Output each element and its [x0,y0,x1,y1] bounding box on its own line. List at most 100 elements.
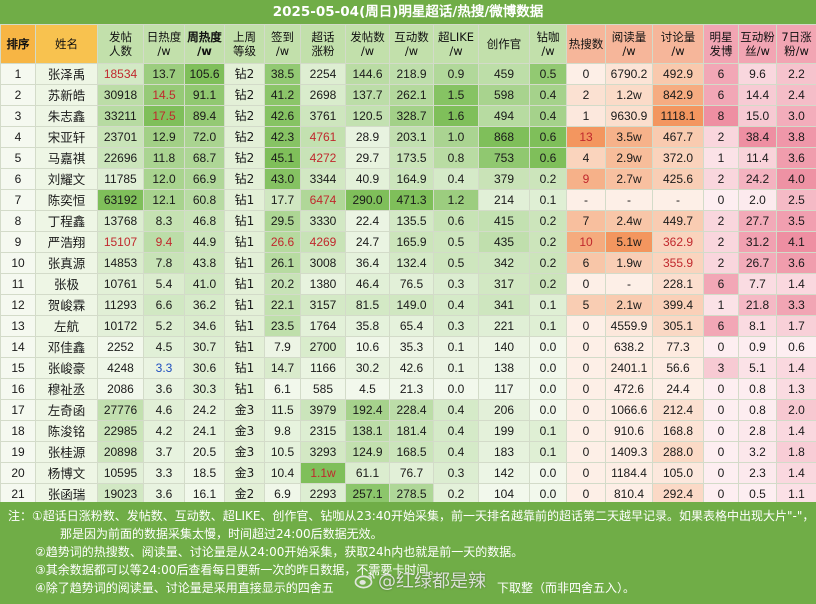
note-line-1: 注：①超话日涨粉数、发帖数、互动数、超LIKE、创作官、钻咖从23:40开始采集… [8,509,814,523]
cell-weekly-heat: 89.4 [184,105,225,127]
header-checkin: 签到/w [264,24,301,64]
cell-interactive-fans: 0.5 [738,483,777,505]
watermark-text: @红绿都是辣 [378,571,486,592]
cell-poster-count: 10595 [97,462,144,484]
cell-poster-count: 2252 [97,336,144,358]
cell-hot-search: 0 [566,399,606,421]
cell-reads: 9630.9 [605,105,653,127]
table-row: 19 张桂源 20898 3.7 20.5 金3 10.5 3293 124.9 168.5 0.4… [0,441,816,463]
cell-daily-heat: 7.8 [143,252,185,274]
cell-poster-count: 20898 [97,441,144,463]
cell-star-posts: 0 [703,483,739,505]
cell-daily-heat: 17.5 [143,105,185,127]
cell-interactive-fans: 2.0 [738,189,777,211]
cell-rank: 7 [0,189,36,211]
cell-fans-gain: 3008 [300,252,346,274]
cell-interactions: 173.5 [389,147,434,169]
header-label-line: /w [157,44,171,58]
cell-weekly-heat: 72.0 [184,126,225,148]
cell-creators: 140 [478,336,530,358]
header-label-line: 7日涨 [781,30,812,44]
cell-discussions: - [652,189,704,211]
cell-posts: 81.5 [345,294,390,316]
cell-interactions: 471.3 [389,189,434,211]
cell-hot-search: - [566,189,606,211]
cell-last-week-level: 钻2 [224,168,265,190]
cell-checkin: 22.1 [264,294,301,316]
cell-reads: 810.4 [605,483,653,505]
cell-poster-count: 11785 [97,168,144,190]
cell-discussions: 399.4 [652,294,704,316]
cell-diamond: 0.2 [529,252,567,274]
cell-interactive-fans: 21.8 [738,294,777,316]
cell-daily-heat: 14.5 [143,84,185,106]
cell-diamond: 0.0 [529,462,567,484]
header-name: 姓名 [35,24,98,64]
cell-poster-count: 27776 [97,399,144,421]
cell-fans-gain: 2315 [300,420,346,442]
cell-creators: 341 [478,294,530,316]
cell-name: 朱志鑫 [35,105,98,127]
cell-name: 苏新皓 [35,84,98,106]
cell-interactive-fans: 2.8 [738,420,777,442]
note-line-4-end: 下取整（而非四舍五入）。 [497,581,636,595]
cell-fans-7d: 1.4 [776,273,816,295]
cell-diamond: 0.0 [529,336,567,358]
cell-poster-count: 2086 [97,378,144,400]
cell-weekly-heat: 24.2 [184,399,225,421]
table-row: 3 朱志鑫 33211 17.5 89.4 钻2 42.6 3761 120.5 328.7 1.6… [0,105,816,127]
watermark: @红绿都是辣 [354,566,504,594]
cell-fans-gain: 4761 [300,126,346,148]
cell-rank: 19 [0,441,36,463]
cell-checkin: 26.6 [264,231,301,253]
cell-fans-gain: 3761 [300,105,346,127]
cell-poster-count: 11293 [97,294,144,316]
cell-posts: 40.9 [345,168,390,190]
cell-discussions: 372.0 [652,147,704,169]
cell-creators: 214 [478,189,530,211]
cell-interactive-fans: 9.6 [738,63,777,85]
cell-hot-search: 0 [566,483,606,505]
cell-weekly-heat: 43.8 [184,252,225,274]
cell-discussions: 1118.1 [652,105,704,127]
cell-super-like: 0.1 [433,357,479,379]
cell-rank: 21 [0,483,36,505]
cell-creators: 317 [478,273,530,295]
cell-reads: 472.6 [605,378,653,400]
cell-discussions: 288.0 [652,441,704,463]
cell-last-week-level: 金3 [224,441,265,463]
cell-posts: 120.5 [345,105,390,127]
table-row: 11 张极 10761 5.4 41.0 钻1 20.2 1380 46.4 76.5 0.3 317… [0,273,816,295]
cell-name: 刘耀文 [35,168,98,190]
cell-posts: 290.0 [345,189,390,211]
header-fans-gain: 超话 涨粉 [300,24,346,64]
cell-star-posts: 0 [703,399,739,421]
cell-rank: 20 [0,462,36,484]
cell-checkin: 43.0 [264,168,301,190]
cell-star-posts: 8 [703,105,739,127]
cell-rank: 4 [0,126,36,148]
cell-interactions: 328.7 [389,105,434,127]
cell-discussions: 105.0 [652,462,704,484]
cell-name: 张极 [35,273,98,295]
cell-creators: 868 [478,126,530,148]
cell-diamond: 0.0 [529,483,567,505]
header-hot-search: 热搜数 [566,24,606,64]
cell-reads: 1.9w [605,252,653,274]
header-label-line: 姓名 [55,37,78,51]
cell-star-posts: 1 [703,147,739,169]
cell-poster-count: 4248 [97,357,144,379]
cell-interactions: 35.3 [389,336,434,358]
cell-diamond: 0.2 [529,231,567,253]
cell-name: 左航 [35,315,98,337]
cell-star-posts: 6 [703,63,739,85]
cell-reads: 2.4w [605,210,653,232]
header-label-line: 涨粉 [311,44,335,58]
cell-fans-gain: 585 [300,378,346,400]
cell-star-posts: 6 [703,315,739,337]
cell-interactions: 278.5 [389,483,434,505]
cell-hot-search: 2 [566,84,606,106]
cell-diamond: 0.1 [529,420,567,442]
header-creators: 创作官 [478,24,530,64]
